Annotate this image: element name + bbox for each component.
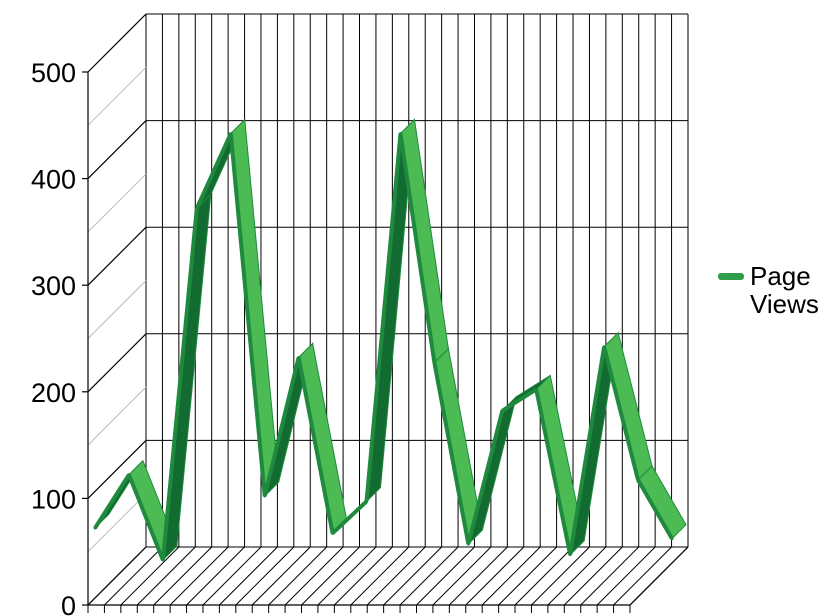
ribbon-front-edge <box>228 133 267 497</box>
floor-line <box>596 546 656 606</box>
side-diagonal <box>87 333 147 393</box>
floor-line <box>169 546 229 606</box>
ribbon-front-edge <box>262 356 301 497</box>
floor-line <box>317 546 377 606</box>
floor-line <box>136 546 196 606</box>
data-point <box>229 132 233 136</box>
ribbon-front-edge <box>296 357 335 534</box>
data-point <box>466 542 470 546</box>
floor-line <box>268 546 328 606</box>
ribbon-front-edge <box>432 362 471 545</box>
floor-line <box>334 546 393 606</box>
ribbon-front-edge <box>93 473 131 530</box>
floor-line <box>448 546 508 606</box>
data-point <box>670 537 674 541</box>
side-minor-diagonal <box>87 173 147 233</box>
floor-line <box>235 546 295 606</box>
floor-line <box>399 546 459 606</box>
data-point <box>127 473 131 477</box>
y-tick-label: 500 <box>31 58 76 88</box>
data-point <box>636 478 640 482</box>
side-diagonal <box>87 120 147 180</box>
floor-line <box>366 546 426 606</box>
chart-back-wall <box>145 13 689 548</box>
floor-line <box>383 546 442 606</box>
y-tick-label: 100 <box>31 484 76 514</box>
ribbon-front-edge <box>160 208 199 561</box>
data-point <box>500 409 504 413</box>
floor-line <box>547 546 607 606</box>
y-tick-label: 0 <box>61 591 76 616</box>
data-point <box>297 355 301 359</box>
y-axis-ticks: 0 100 200 300 400 500 <box>31 58 88 616</box>
floor-line <box>514 546 574 606</box>
ribbon-front-edge <box>331 499 368 535</box>
ribbon-front-edge <box>568 346 607 555</box>
ribbon-front-edge <box>534 389 573 556</box>
data-point <box>365 499 369 503</box>
floor-line <box>531 546 590 606</box>
chart-floor <box>87 546 689 613</box>
ribbon-front-edge <box>602 346 640 481</box>
side-diagonal <box>87 546 147 606</box>
series-ribbon <box>93 118 687 562</box>
floor-line <box>416 546 475 606</box>
floor-line <box>498 546 557 606</box>
ribbon-segment <box>637 465 687 540</box>
legend-swatch <box>718 273 744 280</box>
y-tick-label: 300 <box>31 271 76 301</box>
data-point <box>602 345 606 349</box>
floor-line <box>251 546 311 606</box>
data-point <box>432 361 436 365</box>
y-tick-label: 400 <box>31 165 76 195</box>
floor-line <box>202 546 262 606</box>
ribbon-front-edge <box>501 387 538 413</box>
y-tick-label: 200 <box>31 378 76 408</box>
legend-label: Page Views <box>750 261 819 319</box>
side-minor-diagonal <box>87 66 147 126</box>
floor-line <box>284 546 344 606</box>
ribbon-segment <box>298 342 348 535</box>
floor-line <box>186 546 245 606</box>
side-diagonal <box>87 226 147 286</box>
chart-side-wall <box>87 13 147 606</box>
ribbon-front-edge <box>364 133 403 502</box>
side-minor-diagonal <box>87 386 147 446</box>
side-minor-diagonal <box>87 493 147 553</box>
ribbon-front-edge <box>398 133 437 364</box>
data-point <box>263 494 267 498</box>
floor-line <box>350 546 410 606</box>
data-point <box>195 206 199 210</box>
floor-line <box>104 546 163 606</box>
data-point <box>161 558 165 562</box>
ribbon-segment <box>603 331 653 482</box>
floor-line <box>432 546 492 606</box>
legend: Page Views <box>718 262 840 318</box>
data-point <box>93 526 97 530</box>
data-point <box>534 387 538 391</box>
floor-line <box>563 546 623 606</box>
ribbon-front-edge <box>195 132 233 210</box>
data-point <box>331 531 335 535</box>
side-diagonal <box>87 439 147 499</box>
floor-line <box>219 546 278 606</box>
floor-line <box>613 546 672 606</box>
data-point <box>568 553 572 557</box>
ribbon-segment <box>230 118 280 498</box>
floor-line <box>481 546 541 606</box>
floor-right-edge <box>629 546 689 606</box>
side-minor-diagonal <box>87 280 147 339</box>
ribbon-front-edge <box>127 473 165 561</box>
data-point <box>398 132 402 136</box>
ribbon-front-edge <box>466 410 505 545</box>
floor-line <box>120 546 180 606</box>
floor-line <box>465 546 525 606</box>
side-diagonal <box>87 13 147 73</box>
floor-line <box>301 546 360 606</box>
floor-line <box>580 546 640 606</box>
ribbon-front-edge <box>636 479 674 540</box>
floor-line <box>153 546 213 606</box>
